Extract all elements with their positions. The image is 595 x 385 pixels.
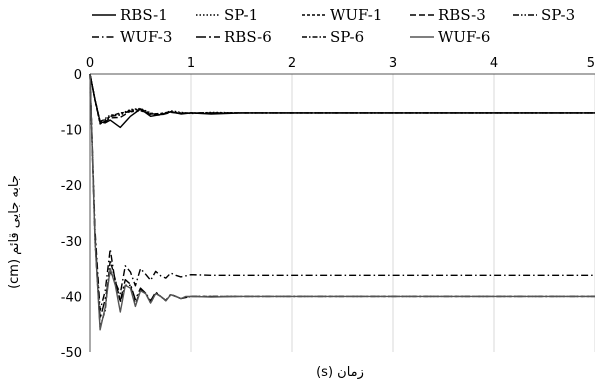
- legend-label: RBS-6: [224, 28, 272, 46]
- y-tick-label: -20: [61, 179, 82, 194]
- grid: [190, 74, 595, 352]
- series-line-wuf-1: [89, 73, 595, 125]
- legend-label: RBS-3: [438, 6, 486, 24]
- series-group: [89, 73, 595, 331]
- y-axis-title: جابه جایی قائم (cm): [7, 175, 22, 289]
- legend-label: WUF-3: [120, 28, 172, 46]
- y-tick-label: 0: [74, 68, 82, 83]
- legend-label: WUF-6: [438, 28, 490, 46]
- x-tick-label: 5: [587, 56, 595, 71]
- x-tick-label: 4: [490, 56, 498, 71]
- x-axis-title: زمان (s): [316, 365, 364, 380]
- series-line-rbs-1: [89, 73, 595, 129]
- x-tick-label: 0: [86, 56, 94, 71]
- legend-label: SP-3: [541, 6, 575, 24]
- legend-label: RBS-1: [120, 6, 168, 24]
- y-tick-label: -30: [61, 235, 82, 250]
- axes: [89, 73, 595, 352]
- x-tick-label: 1: [187, 56, 195, 71]
- tick-labels: 0 1 2 3 4 5 0 -10 -20 -30 -40 -50: [61, 56, 595, 361]
- series-line-sp-1: [89, 73, 595, 124]
- legend-label: SP-6: [330, 28, 364, 46]
- y-tick-label: -50: [61, 346, 82, 361]
- y-tick-label: -40: [61, 290, 82, 305]
- series-line-rbs-6: [89, 73, 595, 320]
- legend: RBS-1 SP-1 WUF-1 RBS-3 SP-3 WUF-3 RBS-6 SP-6 WUF…: [92, 6, 575, 46]
- series-line-sp-3: [89, 73, 595, 122]
- series-line-wuf-6: [89, 73, 595, 331]
- legend-label: SP-1: [224, 6, 258, 24]
- series-line-wuf-3: [89, 73, 595, 311]
- y-tick-label: -10: [61, 124, 82, 139]
- legend-label: WUF-1: [330, 6, 382, 24]
- series-line-rbs-3: [89, 73, 595, 124]
- x-tick-label: 3: [389, 56, 397, 71]
- x-tick-label: 2: [288, 56, 296, 71]
